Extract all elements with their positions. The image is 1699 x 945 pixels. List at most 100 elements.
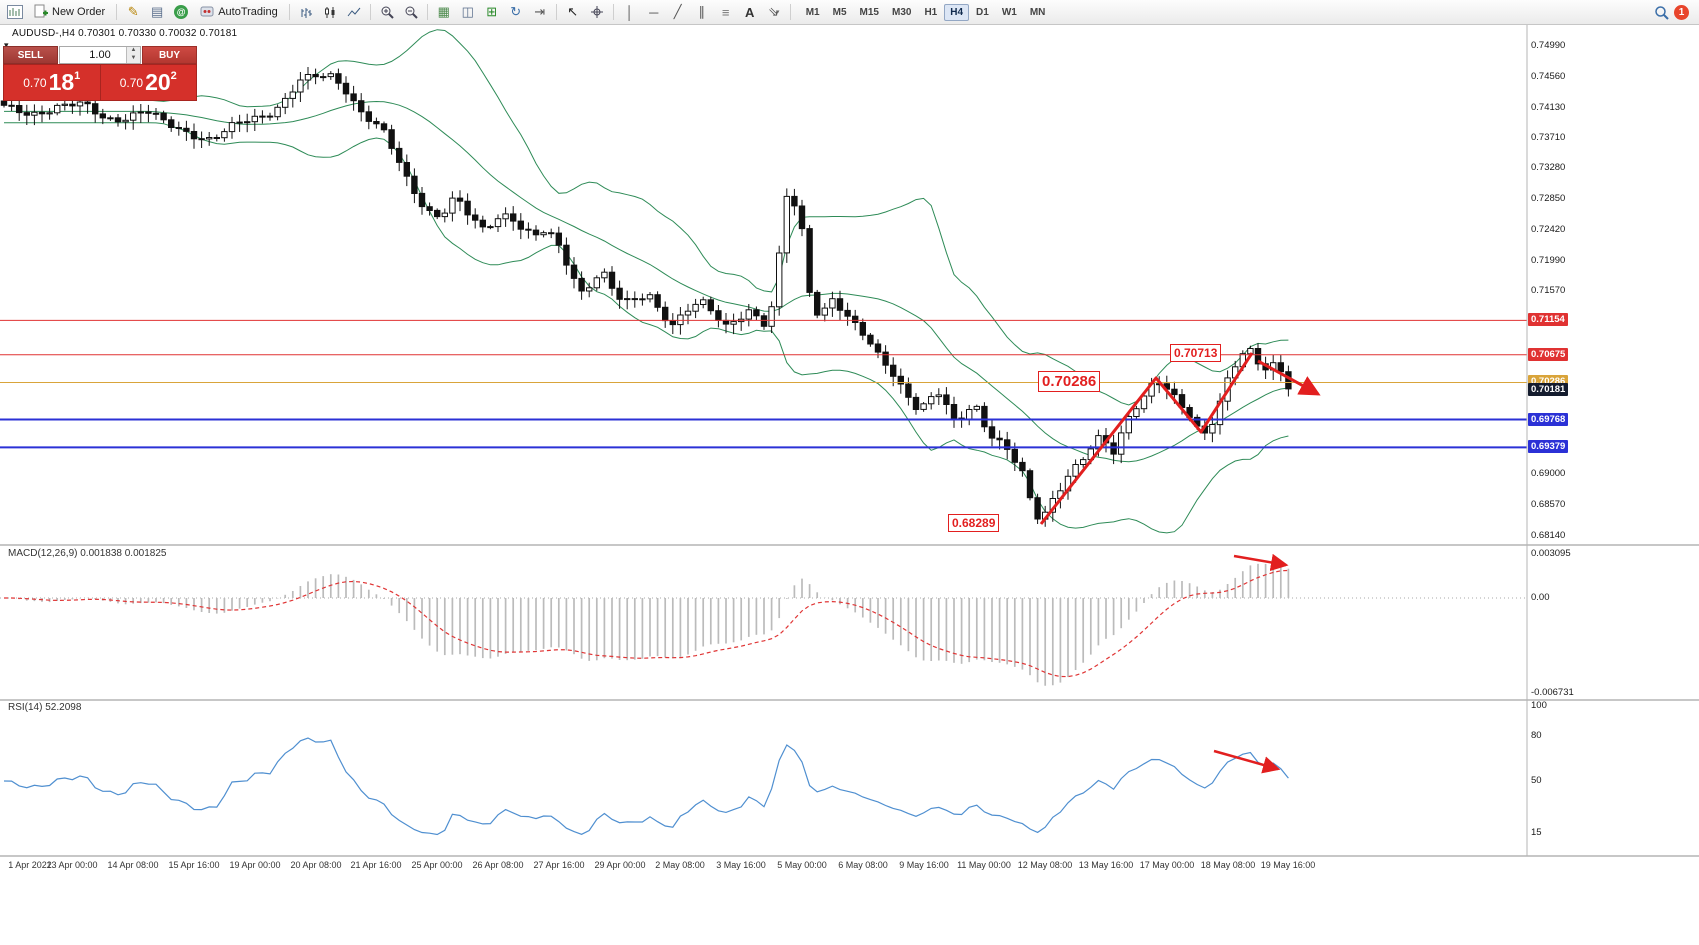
vertical-line-icon[interactable]: │ <box>625 4 634 20</box>
time-axis-label: 26 Apr 08:00 <box>472 860 524 870</box>
macd-axis-label: 0.003095 <box>1531 548 1571 559</box>
sell-price[interactable]: 0.70 18 1 <box>4 65 100 100</box>
search-icon[interactable] <box>1650 2 1672 22</box>
volume-input[interactable]: 1.00 ▲ ▼ <box>59 46 141 64</box>
time-axis-label: 19 May 16:00 <box>1260 860 1316 870</box>
macd-axis-label: -0.006731 <box>1531 687 1574 698</box>
bollinger-upper-band <box>4 29 1289 406</box>
refresh-icon[interactable]: ↻ <box>510 4 522 19</box>
cursor-icon[interactable]: ↖ <box>567 4 579 19</box>
toolbar-separator <box>288 4 290 20</box>
macd-label: MACD(12,26,9) 0.001838 0.001825 <box>8 548 167 559</box>
equidistant-channel-icon[interactable]: ∥ <box>698 4 705 19</box>
bollinger-middle-band <box>4 100 1289 463</box>
time-axis-label: 13 Apr 00:00 <box>46 860 98 870</box>
timeframe-m5[interactable]: M5 <box>832 6 847 18</box>
buy-price-point: 2 <box>170 70 177 82</box>
price-annotation-peak[interactable]: 0.70713 <box>1170 344 1222 362</box>
timeframe-h4[interactable]: H4 <box>944 3 970 21</box>
sell-button[interactable]: SELL <box>3 46 58 64</box>
time-axis-label: 3 May 16:00 <box>716 860 766 870</box>
time-axis-label: 21 Apr 16:00 <box>350 860 402 870</box>
zoom-out-icon[interactable] <box>400 2 422 22</box>
price-axis-label: 0.71570 <box>1531 285 1566 296</box>
sell-price-big: 0.70 <box>23 75 47 90</box>
one-click-trading-panel: SELL 1.00 ▲ ▼ BUY 0.70 18 1 0.70 20 2 <box>3 46 197 101</box>
trend-annotations[interactable] <box>1039 352 1321 774</box>
trendline-icon[interactable]: ╱ <box>673 4 682 19</box>
candlestick-chart-icon[interactable] <box>319 2 341 22</box>
macd-signal-line <box>4 569 1289 678</box>
rsi-axis-label: 50 <box>1531 775 1542 786</box>
horizontal-line-icon[interactable]: ─ <box>649 4 659 20</box>
one-click-collapse-button[interactable]: ▾ <box>4 40 9 50</box>
horizontal-level-lines[interactable] <box>0 319 1527 449</box>
new-chart-icon[interactable]: ⊞ <box>486 4 498 19</box>
buy-price-big: 0.70 <box>119 75 144 90</box>
zoom-in-icon[interactable] <box>376 2 398 22</box>
toolbar: New Order ✎ ▤ @ AutoTrading ▦ ◫ ⊞ ↻ ⇥ ↖ … <box>0 0 1699 25</box>
price-axis-label: 0.72420 <box>1531 224 1566 235</box>
time-axis-label: 12 May 08:00 <box>1017 860 1073 870</box>
text-icon[interactable]: A <box>745 4 755 20</box>
chart-window-icon[interactable] <box>4 2 26 22</box>
time-axis-label: 19 Apr 00:00 <box>229 860 281 870</box>
market-watch-icon[interactable]: ▤ <box>151 4 164 19</box>
buy-button[interactable]: BUY <box>142 46 197 64</box>
time-axis-label: 9 May 16:00 <box>899 860 949 870</box>
new-order-icon <box>34 4 48 21</box>
tile-windows-icon[interactable]: ▦ <box>437 4 450 19</box>
volume-up-button[interactable]: ▲ <box>127 47 140 55</box>
volume-value: 1.00 <box>89 49 111 61</box>
crosshair-icon[interactable] <box>586 2 608 22</box>
volume-spinner: ▲ ▼ <box>126 47 140 63</box>
macd-annotation-arrow <box>1233 553 1289 572</box>
rsi-axis-label: 80 <box>1531 730 1542 741</box>
volume-down-button[interactable]: ▼ <box>127 55 140 63</box>
data-window-icon[interactable]: ◫ <box>461 4 474 19</box>
notification-badge[interactable]: 1 <box>1674 4 1689 20</box>
toolbar-separator <box>116 4 118 20</box>
line-chart-icon[interactable] <box>343 2 365 22</box>
time-axis-label: 2 May 08:00 <box>655 860 705 870</box>
trend-zigzag-line <box>1039 352 1254 525</box>
price-axis-label: 0.73710 <box>1531 132 1566 143</box>
bar-chart-icon[interactable] <box>295 2 317 22</box>
price-annotation-low[interactable]: 0.68289 <box>948 514 1000 532</box>
price-level-tag: 0.71154 <box>1528 313 1568 326</box>
timeframe-m30[interactable]: M30 <box>891 6 912 18</box>
toolbar-separator <box>612 4 614 20</box>
macd-axis-label: 0.00 <box>1531 592 1550 603</box>
timeframe-mn[interactable]: MN <box>1029 6 1046 18</box>
autotrading-icon <box>200 5 214 20</box>
community-icon[interactable]: @ <box>170 2 192 22</box>
sell-price-point: 1 <box>74 70 81 82</box>
timeframe-m15[interactable]: M15 <box>859 6 879 18</box>
timeframe-h1[interactable]: H1 <box>924 6 938 18</box>
new-order-button[interactable]: New Order <box>28 2 111 22</box>
rsi-line <box>3 737 1289 836</box>
timeframe-w1[interactable]: W1 <box>1001 6 1017 18</box>
time-axis-label: 11 May 00:00 <box>957 860 1011 870</box>
fibonacci-icon[interactable]: ≡ <box>721 4 730 20</box>
price-annotation-mid[interactable]: 0.70286 <box>1038 371 1101 392</box>
bollinger-lower-band <box>4 122 1289 534</box>
price-axis-label: 0.74560 <box>1531 71 1566 82</box>
price-axis-label: 0.71990 <box>1531 255 1566 266</box>
timeframe-d1[interactable]: D1 <box>976 6 989 18</box>
time-axis-label: 5 May 00:00 <box>777 860 827 870</box>
toolbar-separator <box>789 4 791 20</box>
time-axis-label: 18 May 08:00 <box>1200 860 1256 870</box>
chart-shift-icon[interactable]: ⇥ <box>534 4 546 19</box>
new-order-label: New Order <box>52 6 106 18</box>
buy-price[interactable]: 0.70 20 2 <box>101 65 197 100</box>
price-axis-label: 0.68140 <box>1531 530 1566 541</box>
autotrading-button[interactable]: AutoTrading <box>194 2 284 22</box>
metaeditor-icon[interactable]: ✎ <box>127 4 139 19</box>
arrows-dropdown-icon: ▾ <box>775 9 780 16</box>
time-axis-label: 1 Apr 2022 <box>8 860 52 870</box>
arrows-icon[interactable]: ⇘ ▾ <box>768 4 780 19</box>
timeframe-m1[interactable]: M1 <box>805 6 820 18</box>
